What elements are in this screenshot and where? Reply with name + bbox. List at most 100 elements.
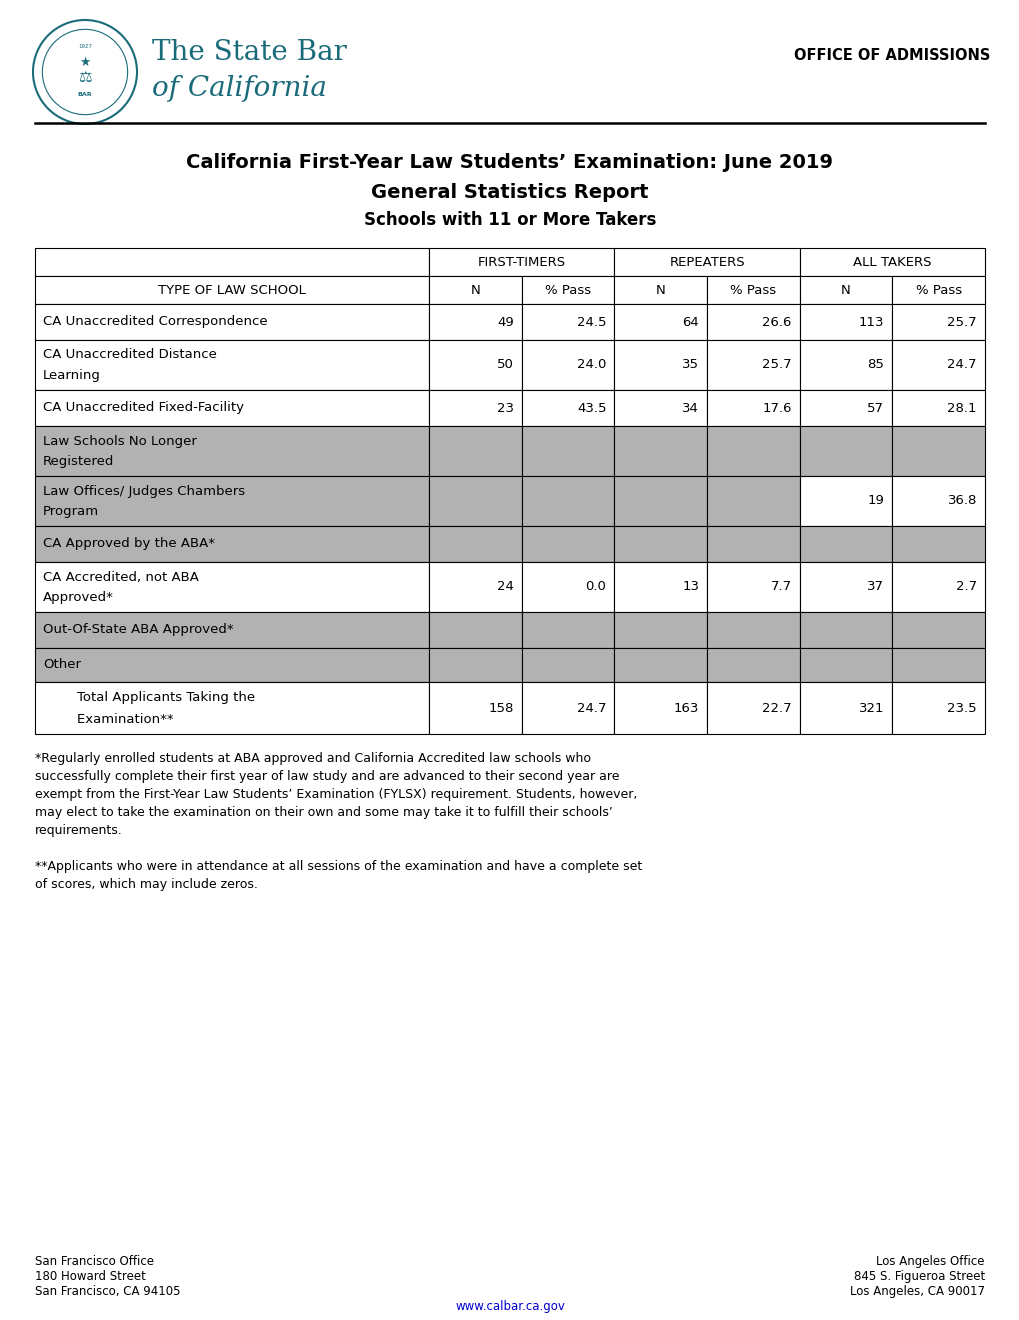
Bar xyxy=(522,304,613,341)
Text: CA Accredited, not ABA: CA Accredited, not ABA xyxy=(43,570,199,583)
Bar xyxy=(429,612,522,648)
Bar xyxy=(522,389,613,426)
Bar xyxy=(613,612,706,648)
Text: CA Unaccredited Distance: CA Unaccredited Distance xyxy=(43,348,217,362)
Text: requirements.: requirements. xyxy=(35,824,122,837)
Text: N: N xyxy=(655,284,665,297)
Text: 7.7: 7.7 xyxy=(770,581,791,594)
Bar xyxy=(799,525,892,562)
Bar xyxy=(35,477,429,525)
Bar xyxy=(613,562,706,612)
Text: exempt from the First-Year Law Students’ Examination (FYLSX) requirement. Studen: exempt from the First-Year Law Students’… xyxy=(35,788,637,801)
Text: 24.7: 24.7 xyxy=(947,359,976,371)
Bar xyxy=(35,562,429,612)
Text: of California: of California xyxy=(152,74,326,102)
Text: California First-Year Law Students’ Examination: June 2019: California First-Year Law Students’ Exam… xyxy=(186,153,833,173)
Bar xyxy=(799,426,892,477)
Text: 64: 64 xyxy=(682,315,698,329)
Bar xyxy=(522,341,613,389)
Bar xyxy=(799,612,892,648)
Bar xyxy=(799,682,892,734)
Bar xyxy=(429,389,522,426)
Text: OFFICE OF ADMISSIONS: OFFICE OF ADMISSIONS xyxy=(793,48,989,62)
Bar xyxy=(799,276,892,304)
Bar xyxy=(799,389,892,426)
Text: The State Bar: The State Bar xyxy=(152,38,346,66)
Text: Law Schools No Longer: Law Schools No Longer xyxy=(43,434,197,447)
Text: 37: 37 xyxy=(866,581,883,594)
Bar xyxy=(613,341,706,389)
Text: 163: 163 xyxy=(674,701,698,714)
Bar xyxy=(522,612,613,648)
Text: ⚖: ⚖ xyxy=(78,70,92,84)
Text: 24.0: 24.0 xyxy=(577,359,606,371)
Bar xyxy=(799,304,892,341)
Text: 50: 50 xyxy=(496,359,514,371)
Bar xyxy=(892,562,984,612)
Text: 28.1: 28.1 xyxy=(947,401,976,414)
Text: N: N xyxy=(470,284,480,297)
Bar xyxy=(892,525,984,562)
Text: 57: 57 xyxy=(866,401,883,414)
Text: San Francisco Office
180 Howard Street
San Francisco, CA 94105: San Francisco Office 180 Howard Street S… xyxy=(35,1255,180,1298)
Text: 17.6: 17.6 xyxy=(761,401,791,414)
Bar xyxy=(706,648,799,682)
Bar xyxy=(799,341,892,389)
Text: Registered: Registered xyxy=(43,455,114,469)
Text: % Pass: % Pass xyxy=(915,284,961,297)
Text: 24: 24 xyxy=(496,581,514,594)
Text: 19: 19 xyxy=(866,495,883,507)
Text: 35: 35 xyxy=(682,359,698,371)
Bar xyxy=(35,304,429,341)
Bar xyxy=(35,612,429,648)
Bar xyxy=(429,477,522,525)
Bar xyxy=(706,682,799,734)
Text: Total Applicants Taking the: Total Applicants Taking the xyxy=(43,692,255,704)
Text: 24.7: 24.7 xyxy=(577,701,606,714)
Bar xyxy=(429,426,522,477)
Bar xyxy=(35,426,429,477)
Text: Examination**: Examination** xyxy=(43,713,173,726)
Bar xyxy=(706,389,799,426)
Bar xyxy=(613,276,706,304)
Bar xyxy=(429,248,613,276)
Text: 85: 85 xyxy=(866,359,883,371)
Bar xyxy=(35,248,429,276)
Bar xyxy=(892,341,984,389)
Bar xyxy=(35,341,429,389)
Bar xyxy=(706,525,799,562)
Text: CA Unaccredited Correspondence: CA Unaccredited Correspondence xyxy=(43,315,267,329)
Bar xyxy=(522,426,613,477)
Text: 24.5: 24.5 xyxy=(577,315,606,329)
Bar xyxy=(522,525,613,562)
Text: FIRST-TIMERS: FIRST-TIMERS xyxy=(477,256,566,268)
Text: CA Unaccredited Fixed-Facility: CA Unaccredited Fixed-Facility xyxy=(43,401,244,414)
Bar xyxy=(892,477,984,525)
Text: Program: Program xyxy=(43,506,99,519)
Bar xyxy=(613,426,706,477)
Text: 158: 158 xyxy=(488,701,514,714)
Text: 23.5: 23.5 xyxy=(947,701,976,714)
Bar xyxy=(613,248,799,276)
Bar xyxy=(35,648,429,682)
Bar xyxy=(429,648,522,682)
Bar xyxy=(522,682,613,734)
Bar xyxy=(613,682,706,734)
Text: Learning: Learning xyxy=(43,370,101,383)
Bar xyxy=(522,648,613,682)
Text: 25.7: 25.7 xyxy=(761,359,791,371)
Bar xyxy=(429,562,522,612)
Bar xyxy=(522,562,613,612)
Bar xyxy=(429,304,522,341)
Bar xyxy=(35,276,429,304)
Text: Law Offices/ Judges Chambers: Law Offices/ Judges Chambers xyxy=(43,484,245,498)
Bar xyxy=(706,562,799,612)
Text: of scores, which may include zeros.: of scores, which may include zeros. xyxy=(35,878,258,891)
Bar xyxy=(706,304,799,341)
Text: 43.5: 43.5 xyxy=(577,401,606,414)
Bar xyxy=(706,341,799,389)
Bar xyxy=(799,562,892,612)
Bar xyxy=(892,682,984,734)
Text: ★: ★ xyxy=(79,55,91,69)
Bar xyxy=(892,612,984,648)
